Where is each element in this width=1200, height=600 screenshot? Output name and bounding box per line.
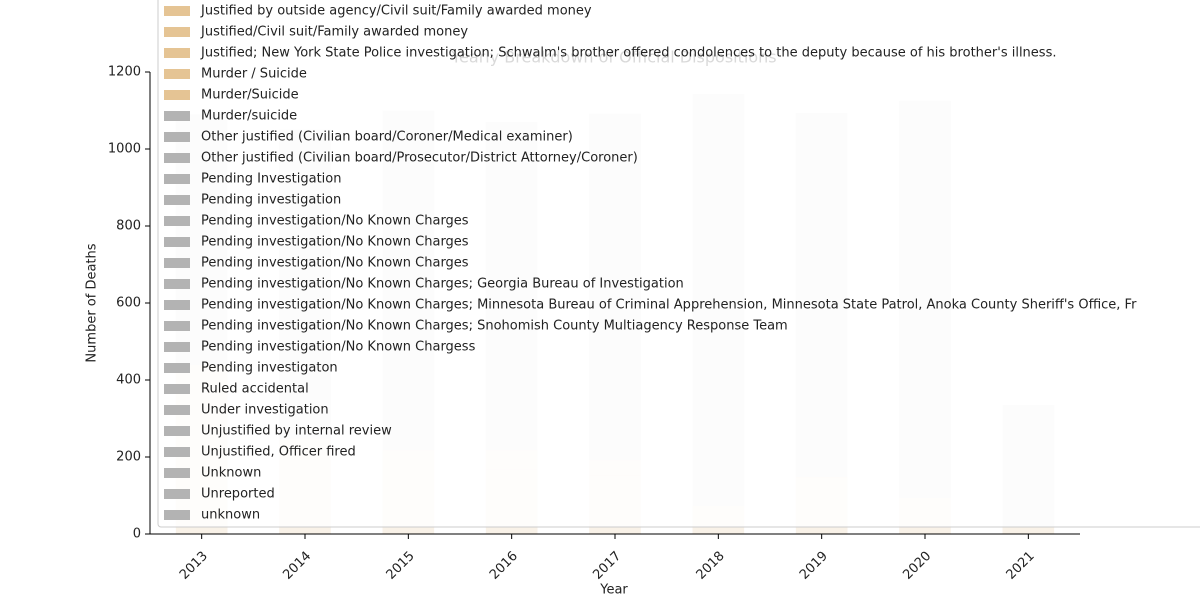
y-tick-label: 1000 <box>108 142 141 157</box>
legend-box <box>157 0 1200 528</box>
legend-label: Pending investigation/No Known Charges <box>201 235 469 250</box>
legend-swatch <box>164 321 190 331</box>
legend-swatch <box>164 468 190 478</box>
legend-label: Pending investigation/No Known Charges <box>201 256 469 271</box>
legend-swatch <box>164 216 190 226</box>
legend-swatch <box>164 90 190 100</box>
y-axis-label: Number of Deaths <box>85 243 100 362</box>
bar-segment <box>485 527 538 534</box>
bar-segment <box>795 527 848 534</box>
legend-swatch <box>164 510 190 520</box>
legend-label: Justified; New York State Police investi… <box>200 46 1056 61</box>
legend-label: Pending investigation <box>201 193 341 208</box>
bar-segment <box>279 527 331 534</box>
x-tick-label: 2019 <box>797 549 831 583</box>
legend-swatch <box>164 27 190 37</box>
legend-label: Unreported <box>201 487 275 502</box>
bar-segment <box>589 527 641 534</box>
x-tick-label: 2015 <box>384 549 418 583</box>
legend-swatch <box>164 111 190 121</box>
bar-segment <box>382 527 435 534</box>
x-tick-label: 2013 <box>177 549 211 583</box>
legend-label: Murder/Suicide <box>201 88 299 103</box>
legend-swatch <box>164 195 190 205</box>
legend-label: Unjustified, Officer fired <box>201 445 356 460</box>
x-tick-label: 2016 <box>487 549 521 583</box>
bar-segment <box>899 527 951 534</box>
x-tick-label: 2020 <box>900 549 934 583</box>
bar-segment <box>692 527 745 534</box>
legend-label: Murder/suicide <box>201 109 297 124</box>
y-tick-label: 600 <box>116 296 141 311</box>
legend-swatch <box>164 237 190 247</box>
legend-label: Under investigation <box>201 403 329 418</box>
legend-label: Ruled accidental <box>201 382 309 397</box>
legend-swatch <box>164 258 190 268</box>
legend-label: Other justified (Civilian board/Prosecut… <box>201 151 638 166</box>
legend-label: Other justified (Civilian board/Coroner/… <box>201 130 573 145</box>
bar-segment <box>175 528 228 534</box>
legend-label: Pending investigation/No Known Charges; … <box>201 298 1137 313</box>
legend-label: Pending Investigation <box>201 172 341 187</box>
legend-label: Pending investigation/No Known Charges <box>201 214 469 229</box>
legend-swatch <box>164 153 190 163</box>
legend-swatch <box>164 489 190 499</box>
legend-swatch <box>164 6 190 16</box>
legend-label: unknown <box>201 508 260 523</box>
y-tick-label: 200 <box>116 450 141 465</box>
x-tick-label: 2014 <box>280 549 314 583</box>
legend-label: Pending investigation/No Known Charges; … <box>201 277 684 292</box>
legend-label: Murder / Suicide <box>201 67 307 82</box>
legend-swatch <box>164 279 190 289</box>
legend-swatch <box>164 384 190 394</box>
legend-label: Justified by outside agency/Civil suit/F… <box>200 4 592 19</box>
legend-label: Pending investigaton <box>201 361 338 376</box>
legend-swatch <box>164 363 190 373</box>
x-tick-label: 2017 <box>590 549 624 583</box>
y-tick-label: 400 <box>116 373 141 388</box>
legend-swatch <box>164 132 190 142</box>
legend: Justified by outside agency/Civil suit/F… <box>157 0 1200 528</box>
y-tick-label: 1200 <box>108 65 141 80</box>
legend-label: Unjustified by internal review <box>201 424 392 439</box>
legend-swatch <box>164 447 190 457</box>
legend-swatch <box>164 174 190 184</box>
legend-swatch <box>164 405 190 415</box>
legend-label: Justified/Civil suit/Family awarded mone… <box>200 25 468 40</box>
legend-swatch <box>164 426 190 436</box>
legend-label: Pending investigation/No Known Charges; … <box>201 319 788 334</box>
legend-swatch <box>164 48 190 58</box>
bar-segment <box>1002 527 1055 534</box>
x-tick-label: 2021 <box>1004 549 1038 583</box>
x-axis-label: Year <box>599 583 628 598</box>
y-tick-label: 800 <box>116 219 141 234</box>
legend-label: Unknown <box>201 466 261 481</box>
legend-swatch <box>164 342 190 352</box>
legend-swatch <box>164 69 190 79</box>
legend-swatch <box>164 300 190 310</box>
legend-label: Pending investigation/No Known Chargess <box>201 340 476 355</box>
x-tick-label: 2018 <box>694 549 728 583</box>
y-tick-label: 0 <box>133 527 141 542</box>
